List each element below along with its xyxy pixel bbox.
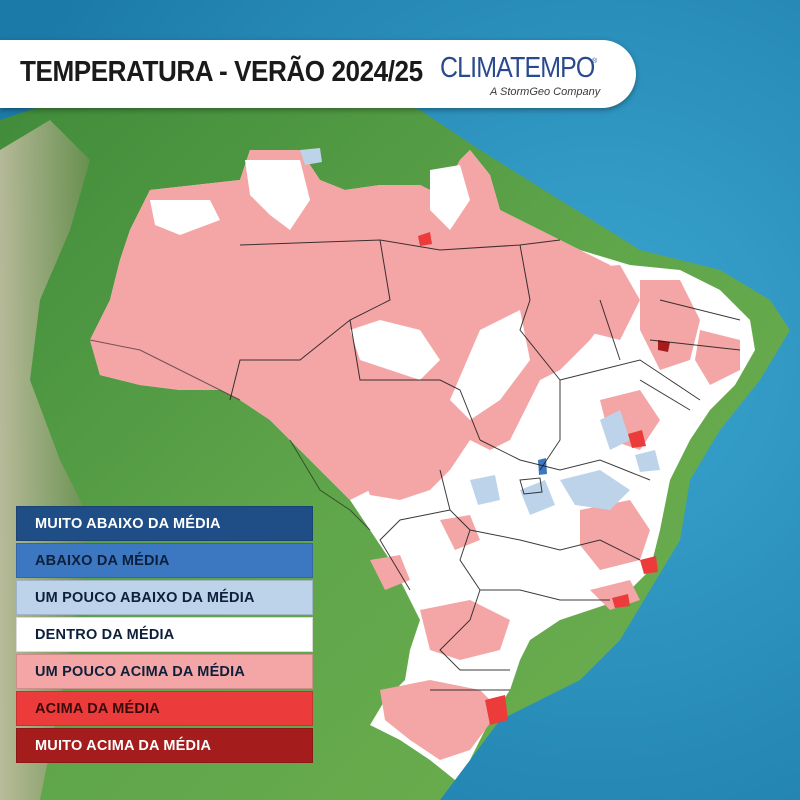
- legend-item-abaixo: ABAIXO DA MÉDIA: [16, 543, 313, 578]
- north-white-patch: [430, 165, 470, 230]
- red-patch: [640, 556, 658, 574]
- north-white-patch: [450, 310, 530, 420]
- legend-item-muito-abaixo: MUITO ABAIXO DA MÉDIA: [16, 506, 313, 541]
- light-blue-patch: [560, 470, 630, 510]
- logo-registered-mark: ®: [592, 58, 598, 65]
- northeast-pink-region: [695, 330, 740, 385]
- northeast-pink-region: [640, 280, 700, 370]
- climatempo-logo: CLIMATEMPO: [440, 52, 595, 84]
- light-blue-patch: [520, 480, 555, 515]
- header-bar: TEMPERATURA - VERÃO 2024/25 CLIMATEMPO ®…: [0, 40, 636, 108]
- south-pink-region: [380, 680, 500, 760]
- north-white-patch: [245, 160, 310, 230]
- light-blue-patch: [470, 475, 500, 505]
- legend-item-pouco-acima: UM POUCO ACIMA DA MÉDIA: [16, 654, 313, 689]
- legend: MUITO ABAIXO DA MÉDIA ABAIXO DA MÉDIA UM…: [16, 506, 313, 765]
- south-pink-region: [420, 600, 510, 660]
- light-blue-patch: [300, 148, 322, 165]
- state-borders: [229, 239, 741, 691]
- red-patch: [485, 695, 508, 725]
- red-patch: [628, 430, 646, 448]
- map-title: TEMPERATURA - VERÃO 2024/25: [20, 56, 423, 88]
- centre-pink-patch: [370, 555, 410, 590]
- dark-red-patch: [658, 340, 670, 352]
- legend-item-acima: ACIMA DA MÉDIA: [16, 691, 313, 726]
- north-pink-region: [90, 150, 620, 500]
- legend-item-muito-acima: MUITO ACIMA DA MÉDIA: [16, 728, 313, 763]
- light-blue-patch: [635, 450, 660, 472]
- logo-tagline: A StormGeo Company: [490, 86, 601, 98]
- southeast-pink-region: [580, 500, 650, 570]
- north-white-patch: [350, 320, 440, 380]
- country-borders: [89, 339, 371, 531]
- northeast-pink-region: [560, 265, 640, 340]
- centre-pink-patch: [440, 515, 480, 550]
- centre-pink-patch: [360, 460, 420, 500]
- north-white-patch: [150, 200, 220, 235]
- red-patch: [612, 594, 630, 608]
- legend-item-pouco-abaixo: UM POUCO ABAIXO DA MÉDIA: [16, 580, 313, 615]
- red-patch: [418, 232, 432, 246]
- light-blue-patch: [600, 410, 630, 450]
- legend-item-dentro: DENTRO DA MÉDIA: [16, 617, 313, 652]
